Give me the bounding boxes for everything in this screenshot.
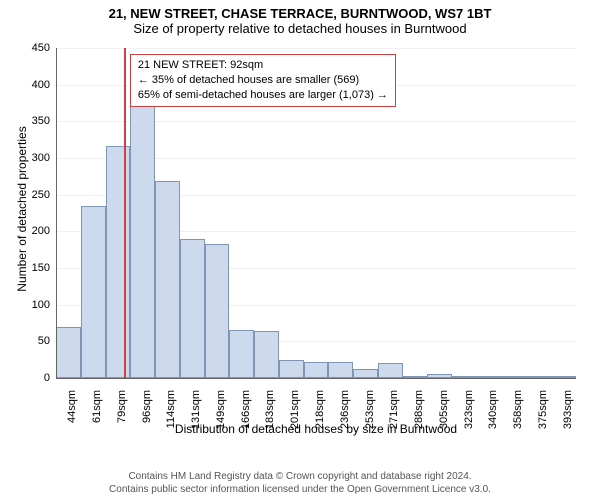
legend-line-1: 21 NEW STREET: 92sqm: [138, 58, 388, 73]
histogram-bar: [328, 362, 353, 378]
histogram-bar: [81, 206, 106, 378]
y-tick-label: 300: [0, 152, 50, 164]
x-tick-label: 44sqm: [66, 390, 78, 423]
gridline: [56, 48, 576, 49]
y-tick-label: 350: [0, 115, 50, 127]
legend-line-3: 65% of semi-detached houses are larger (…: [138, 88, 388, 103]
histogram-bar: [378, 363, 403, 378]
y-tick-label: 250: [0, 189, 50, 201]
legend-line-2: ← 35% of detached houses are smaller (56…: [138, 73, 388, 88]
y-tick-label: 150: [0, 262, 50, 274]
histogram-bar: [254, 331, 279, 378]
property-marker-line: [124, 48, 126, 378]
histogram-bar: [279, 360, 304, 378]
histogram-bar: [180, 239, 205, 378]
page-title-address: 21, NEW STREET, CHASE TERRACE, BURNTWOOD…: [0, 0, 600, 21]
y-tick-label: 0: [0, 372, 50, 384]
attribution-footer: Contains HM Land Registry data © Crown c…: [0, 470, 600, 496]
y-axis-line: [56, 48, 57, 378]
histogram-bar: [106, 146, 131, 378]
footer-line-2: Contains public sector information licen…: [0, 483, 600, 496]
footer-line-1: Contains HM Land Registry data © Crown c…: [0, 470, 600, 483]
x-axis-line: [56, 378, 576, 379]
histogram-bar: [304, 362, 329, 378]
plot-area: 21 NEW STREET: 92sqm← 35% of detached ho…: [56, 48, 576, 378]
y-tick-label: 100: [0, 299, 50, 311]
y-tick-label: 400: [0, 79, 50, 91]
histogram-bar: [130, 92, 155, 378]
y-axis-label: Number of detached properties: [15, 109, 29, 309]
y-tick-label: 200: [0, 225, 50, 237]
x-tick-label: 96sqm: [141, 390, 153, 423]
x-tick-label: 79sqm: [116, 390, 128, 423]
y-tick-label: 450: [0, 42, 50, 54]
histogram-bar: [353, 369, 378, 378]
histogram-chart: Number of detached properties 0 50 100 150 2…: [0, 42, 600, 438]
histogram-bar: [229, 330, 254, 378]
x-tick-label: 61sqm: [91, 390, 103, 423]
histogram-bar: [155, 181, 180, 378]
marker-legend-box: 21 NEW STREET: 92sqm← 35% of detached ho…: [130, 54, 396, 107]
histogram-bar: [56, 327, 81, 378]
y-tick-label: 50: [0, 335, 50, 347]
histogram-bar: [205, 244, 230, 378]
x-axis-label: Distribution of detached houses by size …: [56, 422, 576, 436]
page-subtitle: Size of property relative to detached ho…: [0, 21, 600, 40]
